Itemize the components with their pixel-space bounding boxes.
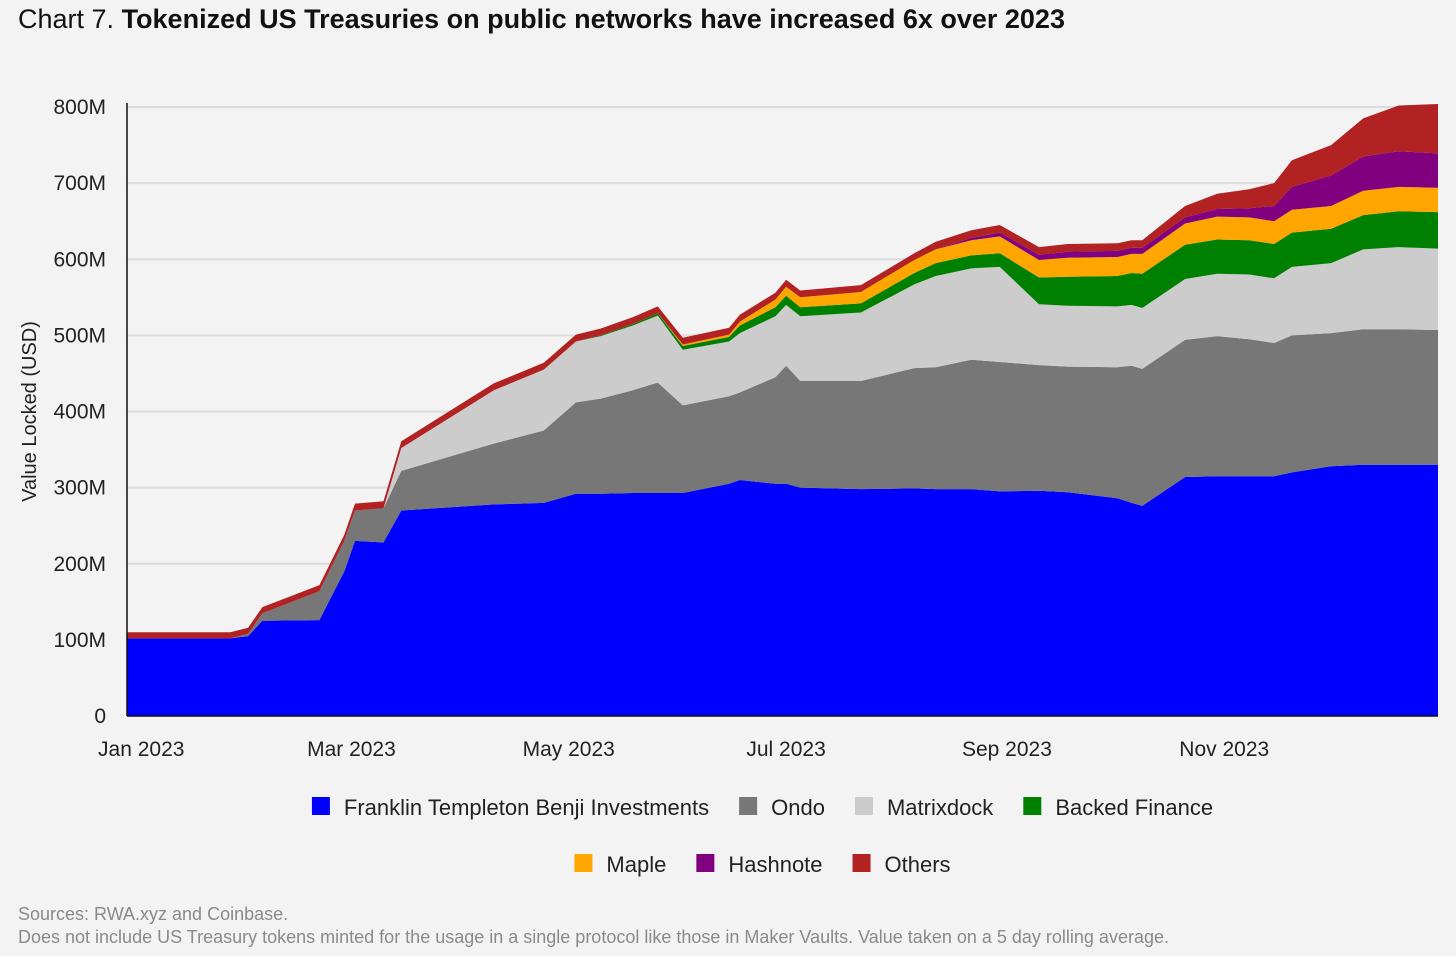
x-tick-label: Jan 2023 xyxy=(98,738,184,761)
y-tick-label: 100M xyxy=(53,629,106,652)
area-series xyxy=(127,211,1438,639)
x-tick-label: Sep 2023 xyxy=(962,738,1052,761)
x-tick-label: Jul 2023 xyxy=(746,738,825,761)
legend-item: Others xyxy=(852,852,951,877)
legend-item: Maple xyxy=(574,852,666,877)
legend-swatch xyxy=(852,854,871,872)
chart-title-main: Tokenized US Treasuries on public networ… xyxy=(121,4,1065,34)
y-tick-label: 500M xyxy=(53,324,106,347)
y-tick-label: 300M xyxy=(53,477,106,500)
legend-label: Maple xyxy=(606,852,666,877)
stacked-area-chart: 0 100M 200M 300M 400M 500M 600M 700M 800M Value L… xyxy=(19,96,1438,877)
legend-label: Hashnote xyxy=(728,852,822,877)
legend-item: Backed Finance xyxy=(1023,795,1213,820)
legend-item: Matrixdock xyxy=(854,795,994,820)
legend-swatch xyxy=(311,797,330,815)
legend-label: Backed Finance xyxy=(1055,795,1213,820)
legend-swatch xyxy=(1023,797,1042,815)
area-series xyxy=(127,329,1438,639)
area-layers xyxy=(127,104,1438,716)
y-tick-label: 800M xyxy=(53,96,106,119)
legend-item: Hashnote xyxy=(696,852,823,877)
y-tick-label: 0 xyxy=(94,705,106,728)
y-tick-label: 600M xyxy=(53,248,106,271)
x-tick-label: Mar 2023 xyxy=(307,738,396,761)
legend: Franklin Templeton Benji Investments Ondo… xyxy=(311,795,1213,877)
legend-label: Franklin Templeton Benji Investments xyxy=(344,795,709,820)
chart-title: Chart 7. Tokenized US Treasuries on publ… xyxy=(18,4,1065,35)
x-tick-label: May 2023 xyxy=(523,738,615,761)
chart-footer: Sources: RWA.xyz and Coinbase. Does not … xyxy=(18,903,1169,949)
legend-label: Matrixdock xyxy=(887,795,994,820)
area-series xyxy=(127,104,1438,639)
y-tick-label: 400M xyxy=(53,401,106,424)
y-axis-label: Value Locked (USD) xyxy=(19,321,41,502)
area-series xyxy=(127,151,1438,639)
x-tick-label: Nov 2023 xyxy=(1179,738,1269,761)
legend-swatch xyxy=(696,854,715,872)
legend-swatch xyxy=(854,797,873,815)
methodology-note: Does not include US Treasury tokens mint… xyxy=(18,927,1169,947)
legend-swatch xyxy=(739,797,758,815)
legend-item: Ondo xyxy=(739,795,825,820)
area-series xyxy=(127,464,1438,716)
legend-item: Franklin Templeton Benji Investments xyxy=(311,795,709,820)
y-tick-label: 200M xyxy=(53,553,106,576)
area-series xyxy=(127,247,1438,639)
y-tick-label: 700M xyxy=(53,172,106,195)
legend-label: Others xyxy=(885,852,951,877)
legend-label: Ondo xyxy=(771,795,825,820)
legend-swatch xyxy=(574,854,593,872)
sources-note: Sources: RWA.xyz and Coinbase. xyxy=(18,904,289,924)
chart-title-prefix: Chart 7. xyxy=(18,4,115,34)
